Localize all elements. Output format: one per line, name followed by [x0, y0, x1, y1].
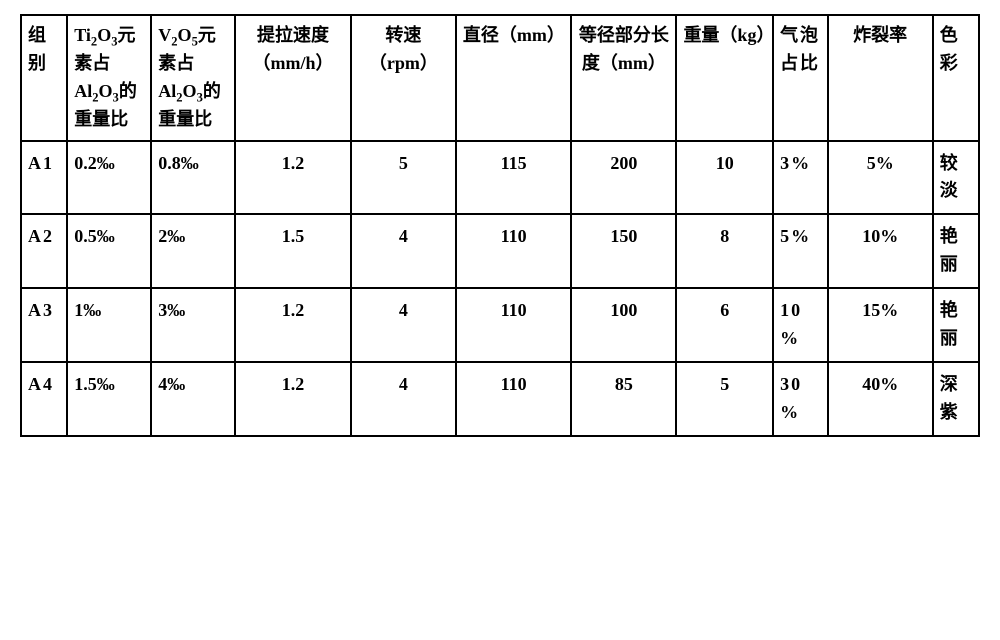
cell-crack: 5%: [828, 141, 933, 215]
table-row: A10.2‰0.8‰1.25115200103%5%较淡: [21, 141, 979, 215]
col-header-bubble: 气泡占比: [773, 15, 828, 141]
cell-rpm: 4: [351, 288, 456, 362]
col-header-eq_len: 等径部分长度（mm）: [571, 15, 676, 141]
cell-ti2o3_pct: 1‰: [67, 288, 151, 362]
cell-diameter: 110: [456, 288, 572, 362]
cell-bubble: 30%: [773, 362, 828, 436]
cell-crack: 15%: [828, 288, 933, 362]
cell-crack: 40%: [828, 362, 933, 436]
cell-color: 艳丽: [933, 288, 979, 362]
cell-rpm: 5: [351, 141, 456, 215]
cell-diameter: 115: [456, 141, 572, 215]
cell-color: 较淡: [933, 141, 979, 215]
table-row: A41.5‰4‰1.2411085530%40%深紫: [21, 362, 979, 436]
cell-crack: 10%: [828, 214, 933, 288]
cell-ti2o3_pct: 1.5‰: [67, 362, 151, 436]
table-header-row: 组别Ti2O3元素占Al2O3的重量比V2O5元素占Al2O3的重量比提拉速度（…: [21, 15, 979, 141]
cell-eq_len: 150: [571, 214, 676, 288]
cell-pull_rate: 1.2: [235, 141, 351, 215]
col-header-color: 色彩: [933, 15, 979, 141]
cell-v2o5_pct: 4‰: [151, 362, 235, 436]
col-header-diameter: 直径（mm）: [456, 15, 572, 141]
cell-ti2o3_pct: 0.2‰: [67, 141, 151, 215]
cell-diameter: 110: [456, 214, 572, 288]
cell-v2o5_pct: 3‰: [151, 288, 235, 362]
cell-group: A2: [21, 214, 67, 288]
cell-rpm: 4: [351, 362, 456, 436]
cell-color: 艳丽: [933, 214, 979, 288]
cell-weight: 8: [676, 214, 773, 288]
table-row: A20.5‰2‰1.5411015085%10%艳丽: [21, 214, 979, 288]
cell-color: 深紫: [933, 362, 979, 436]
cell-group: A1: [21, 141, 67, 215]
cell-eq_len: 85: [571, 362, 676, 436]
cell-bubble: 5%: [773, 214, 828, 288]
cell-v2o5_pct: 0.8‰: [151, 141, 235, 215]
cell-eq_len: 100: [571, 288, 676, 362]
cell-pull_rate: 1.5: [235, 214, 351, 288]
cell-weight: 5: [676, 362, 773, 436]
col-header-v2o5_pct: V2O5元素占Al2O3的重量比: [151, 15, 235, 141]
col-header-ti2o3_pct: Ti2O3元素占Al2O3的重量比: [67, 15, 151, 141]
col-header-group: 组别: [21, 15, 67, 141]
cell-group: A4: [21, 362, 67, 436]
table-row: A31‰3‰1.24110100610%15%艳丽: [21, 288, 979, 362]
col-header-weight: 重量（kg）: [676, 15, 773, 141]
cell-eq_len: 200: [571, 141, 676, 215]
cell-weight: 10: [676, 141, 773, 215]
col-header-pull_rate: 提拉速度（mm/h）: [235, 15, 351, 141]
data-table: 组别Ti2O3元素占Al2O3的重量比V2O5元素占Al2O3的重量比提拉速度（…: [20, 14, 980, 437]
cell-group: A3: [21, 288, 67, 362]
col-header-crack: 炸裂率: [828, 15, 933, 141]
col-header-rpm: 转速（rpm）: [351, 15, 456, 141]
cell-pull_rate: 1.2: [235, 288, 351, 362]
cell-pull_rate: 1.2: [235, 362, 351, 436]
cell-bubble: 3%: [773, 141, 828, 215]
cell-v2o5_pct: 2‰: [151, 214, 235, 288]
cell-diameter: 110: [456, 362, 572, 436]
cell-weight: 6: [676, 288, 773, 362]
cell-ti2o3_pct: 0.5‰: [67, 214, 151, 288]
cell-bubble: 10%: [773, 288, 828, 362]
cell-rpm: 4: [351, 214, 456, 288]
